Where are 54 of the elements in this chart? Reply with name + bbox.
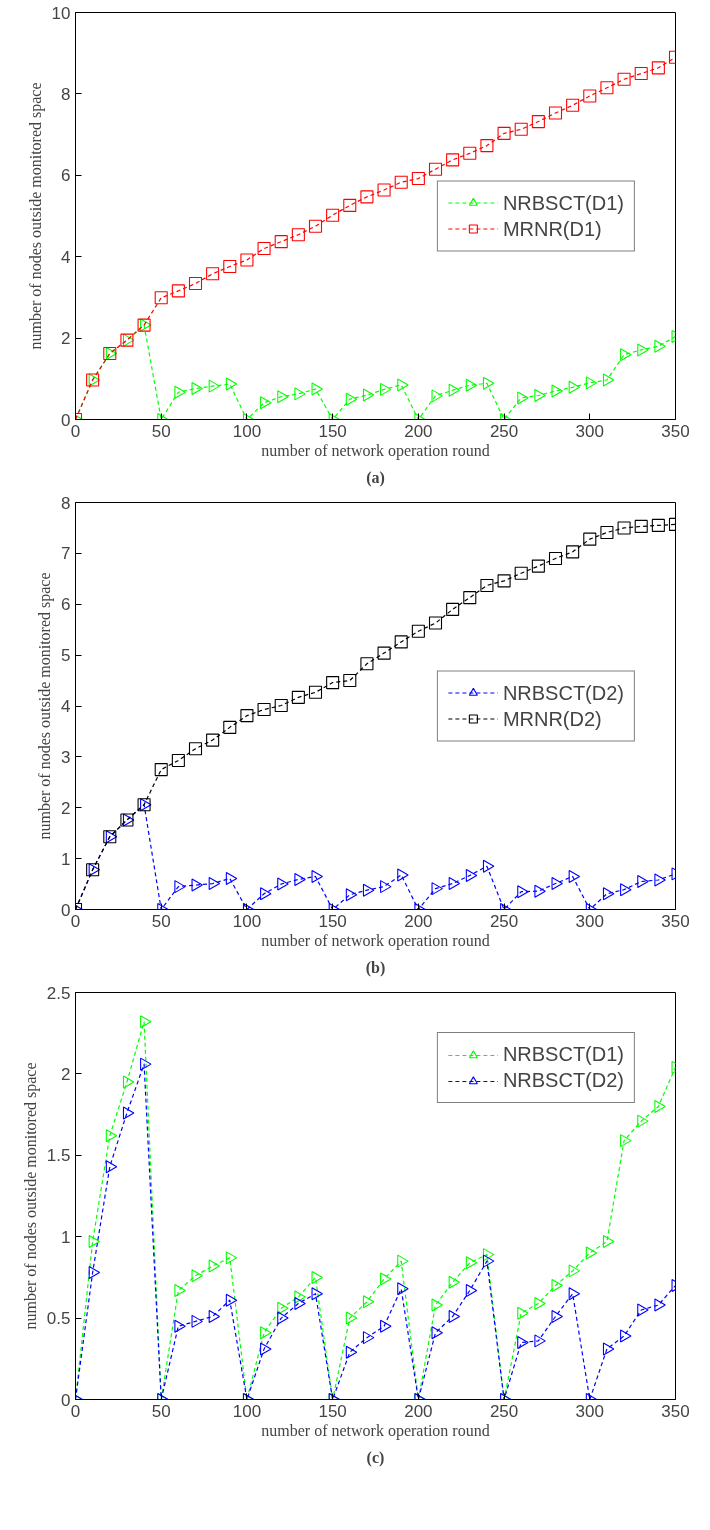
legend-label: NRBSCT(D1) bbox=[502, 191, 624, 214]
x-tick-label: 300 bbox=[575, 911, 604, 931]
x-tick-label: 100 bbox=[232, 1401, 262, 1421]
y-axis-title: number of nodes outside monitored space bbox=[36, 572, 55, 840]
text: (a) bbox=[366, 468, 385, 487]
x-tick-label: 350 bbox=[661, 421, 690, 441]
x-tick-label: 200 bbox=[404, 1401, 433, 1421]
x-tick-label: 200 bbox=[404, 911, 433, 931]
y-tick-label: 2 bbox=[61, 329, 71, 349]
x-tick-label: 50 bbox=[151, 911, 171, 931]
x-tick-label: 150 bbox=[318, 1401, 347, 1421]
y-tick-label: 5 bbox=[61, 646, 71, 666]
x-axis-title: number of network operation round bbox=[261, 1421, 490, 1440]
y-tick-label: 2.5 bbox=[46, 983, 71, 1003]
x-tick-label: 50 bbox=[151, 1401, 171, 1421]
legend-label: NRBSCT(D2) bbox=[502, 1069, 624, 1092]
y-tick-label: 8 bbox=[61, 493, 71, 513]
x-tick-label: 350 bbox=[661, 911, 690, 931]
text: (b) bbox=[365, 958, 386, 977]
legend-label: MRNR(D1) bbox=[502, 217, 602, 240]
y-tick-label: 6 bbox=[61, 595, 71, 615]
text: (c) bbox=[366, 1448, 385, 1467]
y-tick-label: 3 bbox=[61, 747, 71, 767]
y-axis-title: number of nodes outside monitored space bbox=[26, 82, 45, 350]
legend-label: MRNR(D2) bbox=[502, 707, 602, 730]
y-axis-title: number of nodes outside monitored space bbox=[21, 1062, 40, 1330]
legend-label: NRBSCT(D1) bbox=[502, 1043, 624, 1066]
x-tick-label: 150 bbox=[318, 421, 347, 441]
x-tick-label: 250 bbox=[489, 421, 519, 441]
y-tick-label: 10 bbox=[51, 3, 71, 23]
y-tick-label: 0.5 bbox=[46, 1309, 71, 1329]
legend-label: NRBSCT(D2) bbox=[502, 681, 624, 704]
x-tick-label: 250 bbox=[489, 1401, 519, 1421]
y-tick-label: 8 bbox=[61, 84, 71, 104]
y-tick-label: 1 bbox=[61, 1227, 71, 1247]
x-tick-label: 200 bbox=[404, 421, 433, 441]
y-tick-label: 2 bbox=[61, 798, 71, 818]
x-tick-label: 250 bbox=[489, 911, 519, 931]
x-tick-label: 50 bbox=[151, 421, 171, 441]
y-tick-label: 4 bbox=[61, 247, 71, 267]
x-tick-label: 300 bbox=[575, 1401, 604, 1421]
y-tick-label: 6 bbox=[61, 166, 71, 186]
x-tick-label: 300 bbox=[575, 421, 604, 441]
x-axis-title: number of network operation round bbox=[261, 931, 490, 950]
y-tick-label: 1 bbox=[61, 849, 71, 869]
x-tick-label: 100 bbox=[232, 421, 262, 441]
y-tick-label: 1.5 bbox=[46, 1146, 71, 1166]
y-tick-label: 2 bbox=[61, 1064, 71, 1084]
x-axis-title: number of network operation round bbox=[261, 441, 490, 460]
y-tick-label: 7 bbox=[61, 544, 71, 564]
x-tick-label: 350 bbox=[661, 1401, 690, 1421]
x-tick-label: 150 bbox=[318, 911, 347, 931]
y-tick-label: 4 bbox=[61, 697, 71, 716]
x-tick-label: 100 bbox=[232, 911, 262, 931]
